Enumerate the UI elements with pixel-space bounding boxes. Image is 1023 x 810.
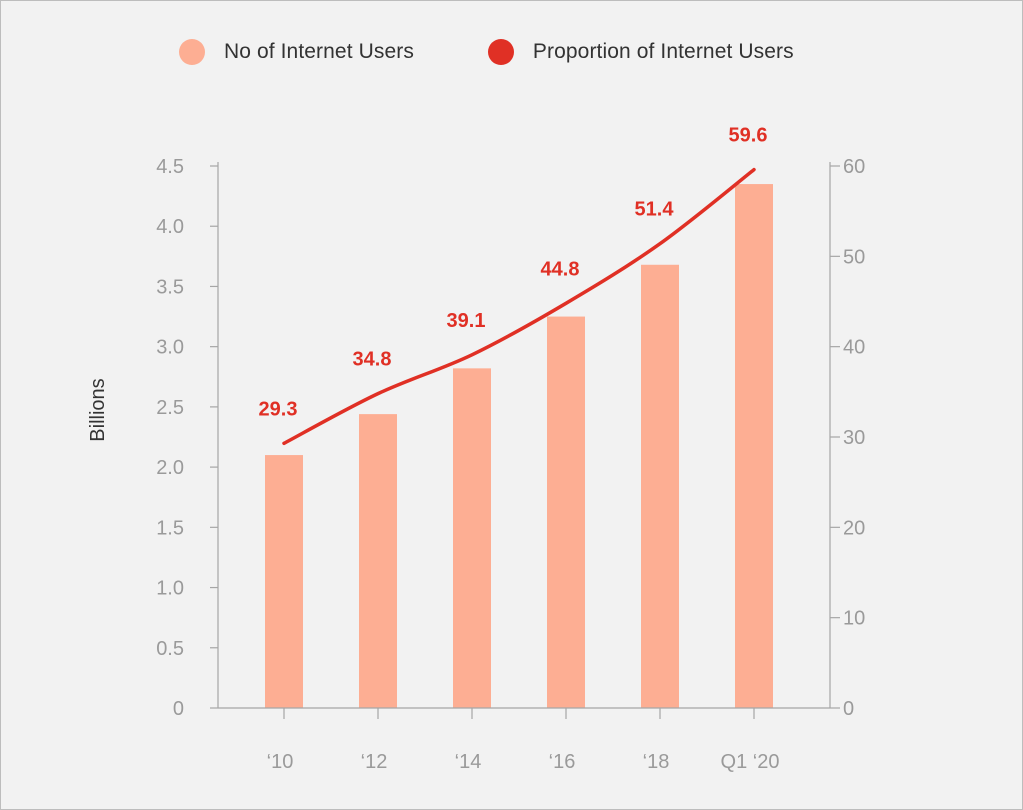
line-data-label-0: 29.3	[259, 398, 298, 420]
x-tick-label-3: ‘16	[549, 751, 576, 773]
x-tick-label-4: ‘18	[643, 751, 670, 773]
right-tick-label-6: 60	[843, 156, 865, 178]
legend: No of Internet Users Proportion of Inter…	[179, 39, 868, 65]
bar-5	[735, 184, 773, 709]
bar-0	[265, 455, 303, 708]
legend-swatch-users	[179, 39, 205, 65]
left-tick-label-4: 2.0	[156, 457, 184, 479]
right-tick-label-4: 40	[843, 337, 865, 359]
x-tick-label-1: ‘12	[361, 751, 388, 773]
left-tick-label-3: 1.5	[156, 517, 184, 539]
legend-label-proportion: Proportion of Internet Users	[532, 40, 794, 63]
right-tick-label-2: 20	[843, 517, 865, 539]
right-tick-label-1: 10	[843, 608, 865, 630]
legend-item-users: No of Internet Users	[179, 39, 414, 65]
line-data-label-1: 34.8	[353, 349, 392, 371]
left-tick-label-2: 1.0	[156, 578, 184, 600]
left-tick-label-6: 3.0	[156, 337, 184, 359]
left-tick-label-8: 4.0	[156, 216, 184, 238]
x-tick-label-2: ‘14	[455, 751, 482, 773]
x-tick-label-5: Q1 ‘20	[721, 751, 780, 773]
left-tick-label-7: 3.5	[156, 276, 184, 298]
x-tick-label-0: ‘10	[267, 751, 294, 773]
proportion-line	[282, 167, 756, 446]
bar-2	[453, 368, 491, 708]
legend-label-users: No of Internet Users	[224, 40, 414, 63]
bar-1	[359, 414, 397, 708]
line-data-label-2: 39.1	[447, 310, 486, 332]
legend-swatch-proportion	[487, 39, 514, 65]
bar-3	[547, 316, 585, 708]
left-tick-label-9: 4.5	[156, 156, 184, 178]
line-data-label-3: 44.8	[541, 258, 580, 280]
bar-4	[641, 264, 679, 708]
right-tick-label-3: 30	[843, 427, 865, 449]
right-tick-label-5: 50	[843, 246, 865, 268]
line-data-label-4: 51.4	[635, 199, 675, 221]
legend-item-proportion: Proportion of Internet Users	[487, 39, 794, 65]
left-tick-label-1: 0.5	[156, 638, 184, 660]
y-axis-title: Billions	[87, 378, 109, 441]
right-tick-label-0: 0	[843, 698, 854, 720]
left-tick-label-5: 2.5	[156, 397, 184, 419]
left-tick-label-0: 0	[173, 698, 184, 720]
line-data-label-5: 59.6	[729, 125, 768, 147]
